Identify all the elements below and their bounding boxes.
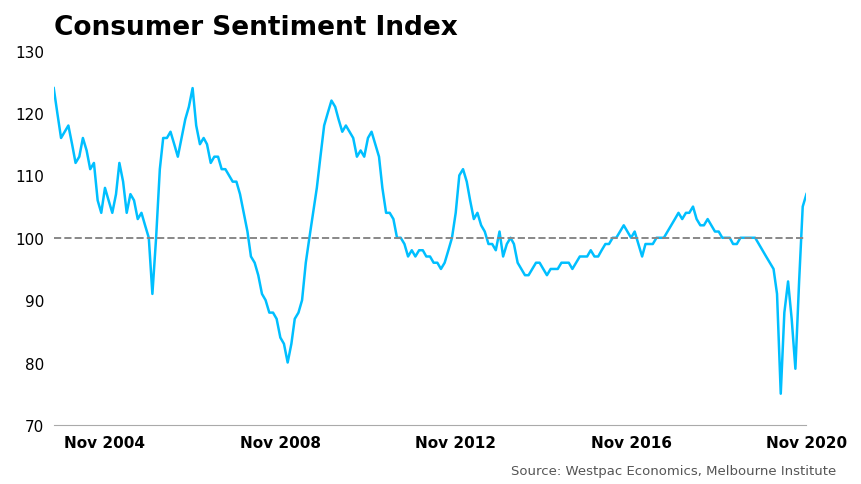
Text: Consumer Sentiment Index: Consumer Sentiment Index	[53, 15, 457, 41]
Text: Source: Westpac Economics, Melbourne Institute: Source: Westpac Economics, Melbourne Ins…	[511, 464, 835, 477]
